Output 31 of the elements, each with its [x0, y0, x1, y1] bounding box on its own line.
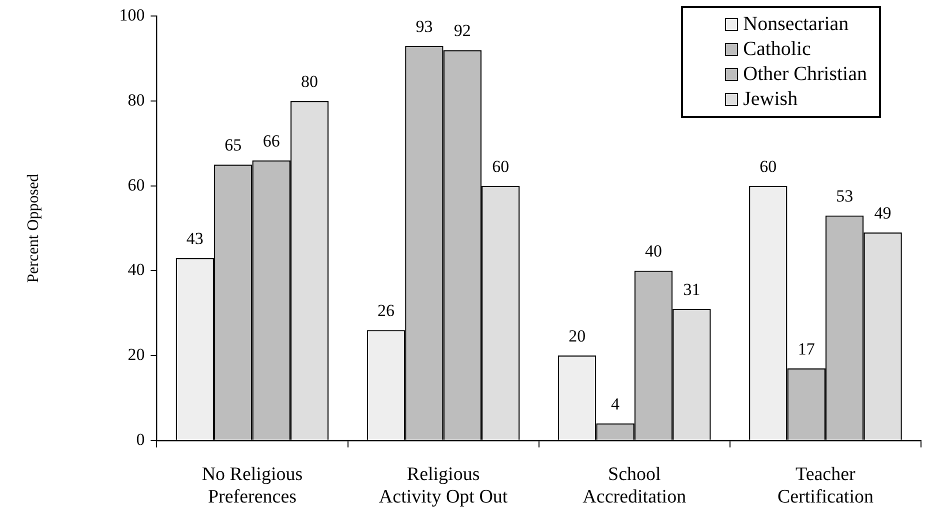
data-label: 80 — [301, 72, 318, 92]
y-tick-label: 80 — [128, 90, 145, 110]
x-tick-label: No Religious Preferences — [202, 464, 303, 508]
data-label: 65 — [224, 136, 242, 155]
y-axis-title: Percent Opposed — [24, 174, 42, 283]
data-label: 4 — [611, 394, 620, 414]
data-label: 60 — [492, 156, 510, 176]
data-label: 49 — [874, 204, 892, 223]
legend-label: Other Christian — [743, 62, 867, 87]
y-tick-label: 100 — [119, 6, 145, 25]
data-label: 93 — [416, 16, 433, 36]
y-tick-label: 0 — [136, 430, 145, 449]
x-tick-label: School Accreditation — [582, 464, 687, 508]
data-label: 92 — [454, 21, 471, 40]
legend-label: Catholic — [743, 37, 811, 62]
y-tick-label: 40 — [128, 260, 145, 280]
data-label: 43 — [186, 228, 204, 248]
legend-label: Nonsectarian — [743, 12, 849, 37]
data-label: 26 — [377, 301, 394, 320]
data-label: 66 — [262, 131, 280, 150]
data-label: 31 — [683, 280, 700, 299]
data-label: 20 — [568, 326, 586, 346]
data-label: 60 — [760, 156, 777, 176]
x-tick-label: Teacher Certification — [777, 464, 874, 508]
y-tick-label: 20 — [128, 345, 145, 364]
data-label: 17 — [798, 339, 816, 358]
data-label: 53 — [836, 186, 854, 206]
legend-label: Jewish — [743, 87, 798, 112]
data-label: 40 — [644, 242, 662, 261]
x-tick-label: Religious Activity Opt Out — [378, 464, 508, 508]
y-tick-label: 60 — [128, 175, 145, 194]
